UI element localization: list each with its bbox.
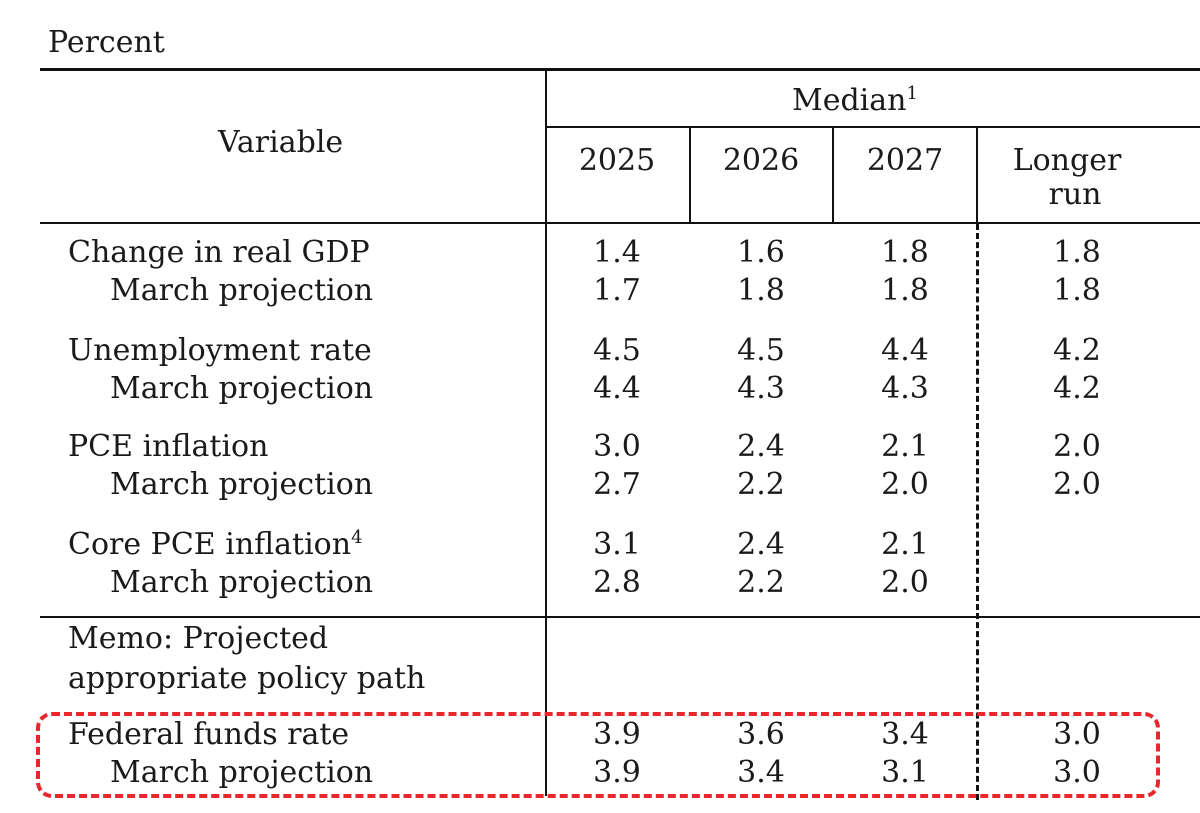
year-2027-header: 2027: [866, 143, 944, 178]
policy-row-value: 3.9: [593, 755, 641, 790]
table-row-value: 4.3: [737, 371, 785, 406]
longer-run-header-line2: run: [1048, 177, 1102, 212]
policy-row-value: 3.4: [881, 717, 929, 752]
policy-row-value: 3.4: [737, 755, 785, 790]
table-row-value: 2.0: [881, 467, 929, 502]
table-row-value: 4.2: [1053, 333, 1101, 368]
table-row-value: 4.4: [881, 333, 929, 368]
table-row-label: Change in real GDP: [68, 235, 370, 270]
table-row-value: 1.6: [737, 235, 785, 270]
table-row-value: 1.8: [1053, 273, 1101, 308]
table-row-value: 2.0: [1053, 467, 1101, 502]
table-row-label: March projection: [110, 467, 374, 502]
table-row-value: 2.7: [593, 467, 641, 502]
column-divider-2025: [689, 126, 691, 223]
unit-label: Percent: [48, 25, 165, 60]
column-divider-main: [545, 68, 547, 796]
memo-rule: [40, 616, 1200, 618]
table-row-label: PCE inflation: [68, 429, 269, 464]
table-row-value: 4.5: [593, 333, 641, 368]
table-row-value: 4.3: [881, 371, 929, 406]
top-rule: [40, 68, 1200, 71]
memo-line1: Memo: Projected: [68, 621, 329, 656]
policy-row-value: 3.0: [1053, 755, 1101, 790]
table-row-value: 2.2: [737, 467, 785, 502]
table-row-label: Unemployment rate: [68, 333, 372, 368]
table-row-label: March projection: [110, 273, 374, 308]
policy-row-value: 3.9: [593, 717, 641, 752]
table-row-value: 1.8: [881, 273, 929, 308]
column-divider-2027: [976, 126, 978, 223]
column-divider-2026: [832, 126, 834, 223]
table-row-label: March projection: [110, 565, 374, 600]
table-row-value: 2.0: [1053, 429, 1101, 464]
policy-row-value: 3.1: [881, 755, 929, 790]
median-rule: [546, 126, 1200, 128]
table-row-value: 3.0: [593, 429, 641, 464]
variable-header: Variable: [218, 125, 344, 160]
table-row-value: 1.4: [593, 235, 641, 270]
highlight-box: [36, 712, 1160, 798]
table-row-label: March projection: [110, 371, 374, 406]
header-bottom-rule: [40, 222, 1200, 224]
year-2026-header: 2026: [722, 143, 800, 178]
table-row-value: 2.4: [737, 429, 785, 464]
table-row-value: 2.2: [737, 565, 785, 600]
table-row-value: 2.1: [881, 527, 929, 562]
policy-row-value: 3.0: [1053, 717, 1101, 752]
table-row-value: 2.0: [881, 565, 929, 600]
column-divider-longer-run-dashed: [976, 224, 979, 800]
policy-row-label: March projection: [110, 755, 374, 790]
table-row-value: 2.1: [881, 429, 929, 464]
table-row-value: 1.8: [881, 235, 929, 270]
median-header: Median1: [792, 83, 918, 118]
policy-row-value: 3.6: [737, 717, 785, 752]
table-row-value: 1.8: [737, 273, 785, 308]
table-row-value: 4.4: [593, 371, 641, 406]
table-row-value: 4.2: [1053, 371, 1101, 406]
table-row-label: Core PCE inflation4: [68, 527, 363, 562]
memo-line2: appropriate policy path: [68, 661, 426, 696]
table-row-value: 2.8: [593, 565, 641, 600]
longer-run-header-line1: Longer: [1012, 143, 1122, 178]
year-2025-header: 2025: [578, 143, 656, 178]
table-row-value: 1.8: [1053, 235, 1101, 270]
table-row-value: 4.5: [737, 333, 785, 368]
table-row-value: 3.1: [593, 527, 641, 562]
policy-row-label: Federal funds rate: [68, 717, 350, 752]
table-row-value: 2.4: [737, 527, 785, 562]
table-row-value: 1.7: [593, 273, 641, 308]
